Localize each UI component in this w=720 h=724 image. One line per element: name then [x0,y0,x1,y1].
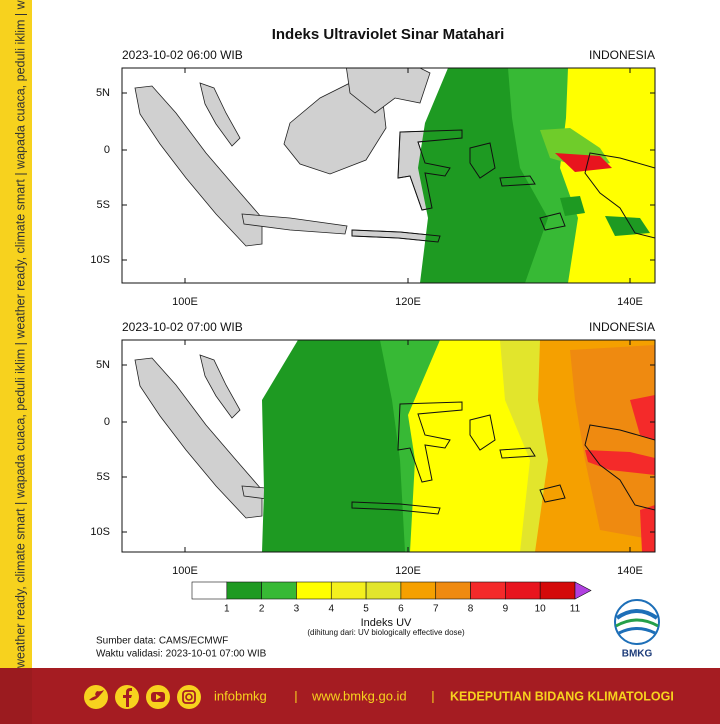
map-panel [122,68,655,283]
colorbar-swatch [435,581,471,600]
colorbar-level: 2 [259,604,265,615]
colorbar-swatch [365,581,402,600]
lon-label: 140E [617,565,643,577]
colorbar-note: (dihitung dari: UV biologically effectiv… [307,628,465,637]
footer-department: KEDEPUTIAN BIDANG KLIMATOLOGI [450,689,674,703]
colorbar-swatch [330,581,367,600]
sidebar-text: weather ready, climate smart | wapada cu… [13,0,27,669]
colorbar-level: 10 [535,604,547,615]
colorbar-swatch [191,581,228,600]
colorbar-level: 6 [398,604,404,615]
colorbar-level: 4 [328,604,334,615]
colorbar-level: 9 [503,604,509,615]
footer-separator: | [294,688,297,703]
map-frame [121,67,656,284]
colorbar-swatch [400,581,437,600]
lat-label: 0 [104,144,110,156]
logo-text: BMKG [622,649,653,660]
footer-website: www.bmkg.go.id [311,688,407,703]
footer-separator: | [431,688,434,703]
colorbar-label: Indeks UV [361,617,412,629]
colorbar-level: 1 [224,604,230,615]
colorbar-level: 8 [468,604,474,615]
sidebar [0,0,32,668]
lon-label: 120E [395,296,421,308]
map-frame [121,339,656,553]
panel-region: INDONESIA [589,48,655,62]
lat-label: 5S [97,471,110,483]
lat-label: 10S [90,526,110,538]
colorbar-swatch [539,581,576,600]
colorbar-swatch [470,581,506,600]
colorbar-swatch [505,581,541,600]
lat-label: 5S [97,199,110,211]
panel-time: 2023-10-02 06:00 WIB [122,48,243,62]
bmkg-logo: BMKG [614,599,660,660]
colorbar-level: 11 [570,604,581,615]
colorbar-level: 7 [433,604,439,615]
lat-label: 10S [90,254,110,266]
lon-label: 100E [172,296,198,308]
lat-label: 5N [96,359,110,371]
colorbar-arrow [574,581,592,600]
lat-label: 0 [104,416,110,428]
social-icons [84,685,201,709]
lon-label: 140E [617,296,643,308]
lat-label: 5N [96,87,110,99]
source: Sumber data: CAMS/ECMWF [96,636,228,647]
colorbar-level: 3 [294,604,300,615]
colorbar-level: 5 [363,604,369,615]
panel-region: INDONESIA [589,320,655,334]
colorbar-swatch [226,581,262,600]
footer-handle: infobmkg [214,688,267,703]
validity: Waktu validasi: 2023-10-01 07:00 WIB [96,649,267,660]
colorbar-swatch [261,581,297,600]
lon-label: 100E [172,565,198,577]
map-panel [122,340,655,552]
title: Indeks Ultraviolet Sinar Matahari [272,26,505,43]
colorbar-swatch [296,581,332,600]
panel-time: 2023-10-02 07:00 WIB [122,320,243,334]
lon-label: 120E [395,565,421,577]
